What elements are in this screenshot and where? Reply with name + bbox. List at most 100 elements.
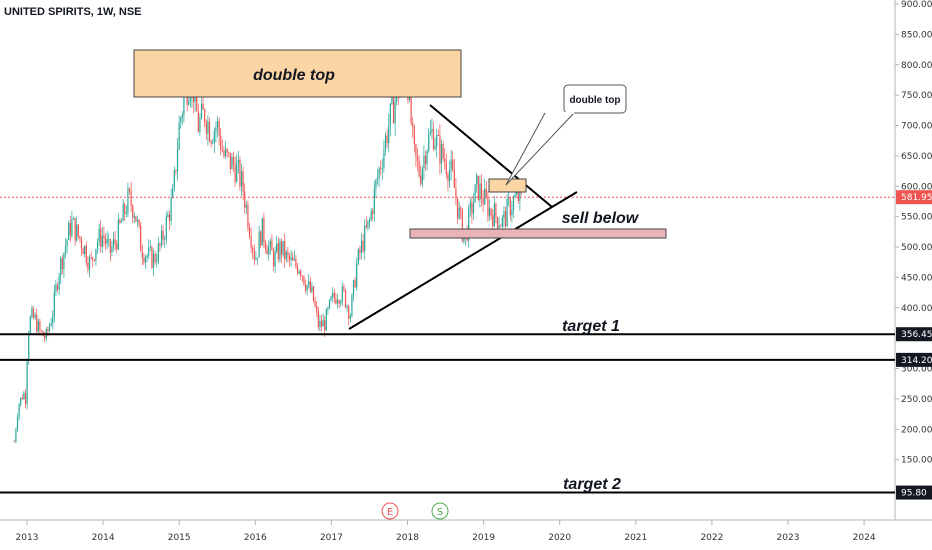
y-tick-label: 650.00 (901, 152, 932, 162)
symbol-title: UNITED SPIRITS, 1W, NSE (4, 6, 142, 18)
candle-body (268, 246, 270, 255)
event-marker-e[interactable]: E (381, 502, 399, 520)
candle-body (367, 220, 369, 228)
candle-body (82, 248, 84, 255)
horizontal-levels[interactable] (0, 333, 895, 494)
callout-pointer (505, 112, 575, 186)
candle-body (104, 238, 107, 244)
candle-body (496, 217, 499, 229)
candle-body (176, 149, 179, 172)
candle-body (68, 222, 70, 240)
candle-body (328, 299, 331, 308)
current-price-tag-label: 581.95 (901, 193, 932, 203)
candle-body (114, 239, 116, 244)
candle-body (34, 314, 36, 318)
candle-body (200, 103, 203, 118)
small-double-top-box[interactable] (488, 178, 527, 193)
candle-body (216, 120, 219, 129)
candle-body (258, 231, 260, 258)
candle-body (13, 441, 15, 443)
candle-body (360, 240, 363, 253)
sell-below-zone[interactable] (409, 228, 667, 239)
candle-body (141, 251, 143, 258)
candle-body (125, 212, 127, 214)
candle-body (292, 257, 294, 261)
candle-body (375, 180, 377, 189)
candle-body (349, 316, 351, 319)
candle-body (180, 118, 182, 123)
candle-body (330, 296, 332, 300)
candle-body (436, 134, 438, 147)
y-tick-label: 450.00 (901, 273, 932, 283)
level-price-tag (896, 327, 932, 342)
candle-body (162, 230, 164, 240)
candle-body (197, 111, 199, 132)
y-tick-label: 600.00 (901, 182, 932, 192)
candlestick-series (13, 57, 523, 444)
event-marker-s[interactable]: S (431, 502, 449, 520)
candle-body (343, 286, 345, 291)
candle-body (298, 271, 300, 274)
candle-body (463, 237, 465, 242)
candle-body (240, 171, 243, 187)
candle-body (23, 392, 25, 400)
candle-body (116, 243, 118, 250)
candle-body (154, 253, 156, 262)
candle-body (60, 258, 62, 277)
candle-body (32, 308, 35, 318)
candle-body (485, 188, 487, 197)
candle-body (183, 95, 185, 115)
candle-body (160, 230, 163, 246)
candle-body (418, 160, 420, 176)
candle-body (327, 307, 329, 310)
double-top-label: double top (253, 67, 335, 84)
candle-body (456, 198, 459, 219)
double-top-callout[interactable] (563, 84, 627, 114)
candle-body (336, 300, 339, 304)
candle-body (440, 143, 443, 164)
candle-body (204, 109, 206, 123)
descending-trendline[interactable] (429, 104, 553, 208)
candle-body (218, 120, 220, 136)
candle-body (143, 257, 145, 263)
double-top-box[interactable] (133, 49, 462, 98)
candle-body (170, 198, 172, 221)
candle-body (117, 219, 119, 250)
candle-body (172, 188, 174, 199)
candle-body (300, 271, 302, 276)
candle-body (460, 207, 462, 211)
ascending-trendline[interactable] (348, 191, 578, 330)
candle-body (261, 217, 263, 246)
candle-body (484, 188, 486, 205)
candle-body (469, 202, 471, 209)
candle-body (474, 184, 476, 203)
candle-body (274, 251, 276, 267)
candle-body (132, 205, 134, 218)
y-tick-label: 150.00 (901, 456, 932, 466)
candle-body (48, 325, 51, 331)
candle-body (453, 169, 455, 188)
y-tick-label: 750.00 (901, 91, 932, 101)
candle-body (71, 219, 73, 236)
candle-body (106, 239, 108, 244)
candle-body (493, 203, 495, 227)
double-top-callout-text: double top (569, 95, 620, 106)
candle-body (378, 168, 380, 178)
current-price-tag (896, 190, 932, 205)
candle-body (61, 258, 63, 270)
candle-body (332, 292, 334, 297)
x-tick-label: 2015 (168, 533, 191, 543)
candle-body (231, 156, 233, 170)
candle-body (135, 216, 137, 222)
candle-body (303, 276, 305, 285)
candle-body (517, 190, 519, 202)
candle-body (124, 204, 126, 214)
candle-body (429, 131, 431, 135)
candle-body (223, 151, 225, 157)
candle-body (388, 125, 390, 143)
candle-body (242, 171, 244, 192)
candle-body (290, 257, 292, 261)
candle-body (519, 185, 521, 202)
candle-body (98, 228, 100, 242)
